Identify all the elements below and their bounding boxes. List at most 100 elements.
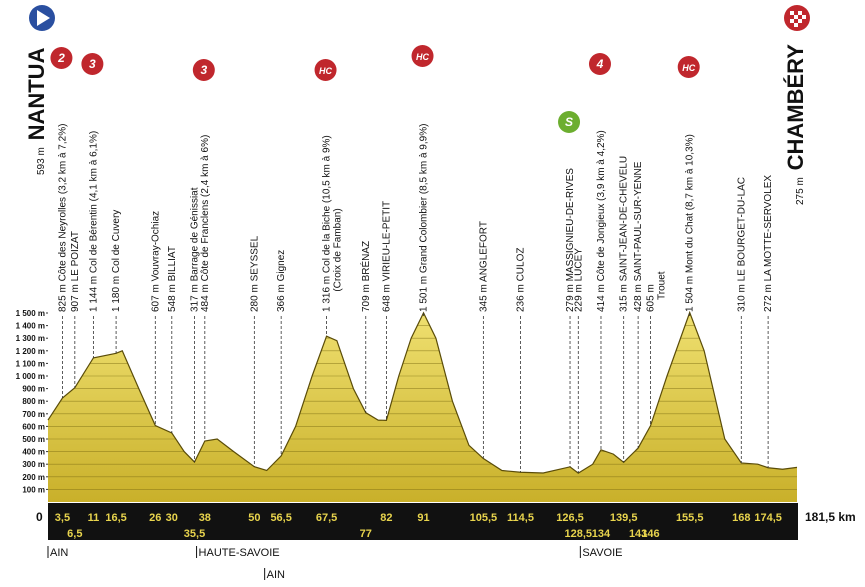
x-tick-label: 16,5 [105, 512, 126, 524]
climb-icon [81, 53, 104, 75]
waypoint-label: 709 m BRÉNAZ [359, 241, 372, 312]
x-tick-label: 105,5 [470, 512, 498, 524]
waypoint-note: (Croix de Famban) [333, 208, 344, 291]
finish-label: 275 m CHAMBÉRY [783, 44, 808, 205]
x-tick-label: 128,5 [565, 528, 593, 540]
waypoint-label: 414 m Côte de Jongieux (3,9 km à 4,2%) [596, 130, 607, 312]
climb-icon [588, 53, 611, 75]
waypoint-note: Trouet [657, 271, 668, 300]
finish-name: CHAMBÉRY [783, 44, 808, 171]
waypoint-label: 317 m Barrage de Génissiat [189, 187, 200, 312]
y-tick-label: 500 m [22, 435, 45, 444]
climb-category: HC [319, 66, 332, 76]
climb-icon [314, 59, 337, 81]
waypoint-label: 272 m LA MOTTE-SERVOLEX [763, 175, 774, 312]
region-label: AIN [50, 547, 68, 559]
start-elevation: 593 m [36, 147, 47, 175]
y-tick-label: 300 m [22, 460, 45, 469]
y-tick-label: 200 m [22, 473, 45, 482]
climb-icon [50, 47, 73, 69]
x-tick-label: 168 [732, 512, 750, 524]
km-band [48, 503, 798, 540]
x-tick-label: 91 [417, 512, 429, 524]
waypoint-label: 1 180 m Col de Cuvery [111, 210, 122, 312]
waypoint-label: 236 m CULOZ [516, 248, 527, 312]
x-tick-label: 82 [380, 512, 392, 524]
profile-line [47, 310, 798, 474]
profile-area [48, 312, 797, 502]
region-label: AIN [267, 569, 285, 581]
waypoint-label: 366 m Gignez [276, 250, 287, 312]
x-tick-label: 56,5 [270, 512, 291, 524]
climb-icon [192, 59, 215, 81]
y-tick-label: 700 m [22, 410, 45, 419]
waypoint-label: 648 m VIRIEU-LE-PETIT [381, 201, 392, 312]
climb-icon [558, 111, 581, 133]
start-icon-arrow [37, 10, 50, 26]
waypoint-label: 428 m SAINT-PAUL-SUR-YENNE [633, 161, 644, 312]
climb-category: 3 [89, 57, 96, 71]
x-tick-label: 134 [592, 528, 611, 540]
y-tick-label: 100 m [22, 485, 45, 494]
x-tick-label: 67,5 [316, 512, 337, 524]
waypoint-label: 1 504 m Mont du Chat (8,7 km à 10,3%) [685, 134, 696, 312]
y-tick-label: 1 300 m [16, 334, 45, 343]
region-label: SAVOIE [582, 547, 622, 559]
finish-checker [790, 11, 806, 27]
origin-label: 0 [36, 510, 43, 524]
waypoint-label: 607 m Vouvray-Ochiaz [150, 211, 161, 312]
x-tick-label: 35,5 [184, 528, 205, 540]
climb-category: HC [682, 63, 695, 73]
region-label: HAUTE-SAVOIE [199, 547, 280, 559]
waypoint-label: 548 m BILLIAT [167, 246, 178, 312]
waypoint-label: 907 m LE POIZAT [70, 231, 81, 312]
waypoint-label: 605 m [646, 284, 657, 312]
finish-elevation: 275 m [795, 177, 806, 205]
y-tick-label: 1 200 m [16, 347, 45, 356]
climb-category: HC [416, 52, 429, 62]
y-tick-label: 1 100 m [16, 359, 45, 368]
waypoint-label: 484 m Côte de Franclens (2,4 km à 6%) [200, 135, 211, 312]
x-tick-label: 6,5 [67, 528, 82, 540]
waypoint-label: 345 m ANGLEFORT [478, 221, 489, 312]
x-tick-label: 11 [88, 512, 100, 524]
y-tick-label: 800 m [22, 397, 45, 406]
waypoint-label: 229 m LUCEY [573, 248, 584, 312]
x-tick-label: 30 [166, 512, 178, 524]
waypoint-label: 310 m LE BOURGET-DU-LAC [736, 177, 747, 312]
x-tick-label: 3,5 [55, 512, 70, 524]
x-tick-label: 126,5 [556, 512, 584, 524]
start-label: 593 m NANTUA [24, 47, 49, 175]
x-tick-label: 155,5 [676, 512, 704, 524]
climb-category: S [565, 115, 573, 129]
climb-category: 2 [57, 51, 65, 65]
waypoint-label: 279 m MASSIGNIEU-DE-RIVES [565, 168, 576, 312]
x-tick-label: 77 [360, 528, 372, 540]
waypoint-label: 825 m Côte des Neyrolles (3,2 km à 7,2%) [57, 124, 68, 312]
climb-category: 4 [596, 57, 604, 71]
waypoint-label: 1 316 m Col de la Biche (10,5 km à 9%) [322, 135, 333, 312]
y-tick-label: 900 m [22, 385, 45, 394]
x-tick-label: 50 [248, 512, 260, 524]
y-tick-label: 1 000 m [16, 372, 45, 381]
x-tick-label: 114,5 [507, 512, 534, 524]
x-tick-label: 38 [199, 512, 211, 524]
y-tick-label: 1 500 m [16, 309, 45, 318]
end-label: 181,5 km [805, 510, 856, 524]
y-tick-label: 400 m [22, 448, 45, 457]
x-tick-label: 174,5 [754, 512, 782, 524]
climb-icon [411, 45, 434, 67]
waypoint-label: 280 m SEYSSEL [249, 235, 260, 312]
x-tick-label: 139,5 [610, 512, 638, 524]
x-tick-label: 26 [149, 512, 161, 524]
waypoint-label: 1 501 m Grand Colombier (8,5 km à 9,9%) [419, 124, 430, 312]
climb-icon [677, 56, 700, 78]
y-tick-label: 1 400 m [16, 322, 45, 331]
x-tick-label: 146 [641, 528, 659, 540]
waypoint-label: 1 144 m Col de Bérentin (4,1 km à 6,1%) [88, 131, 99, 312]
climb-category: 3 [200, 63, 207, 77]
y-tick-label: 600 m [22, 422, 45, 431]
start-name: NANTUA [24, 47, 49, 140]
